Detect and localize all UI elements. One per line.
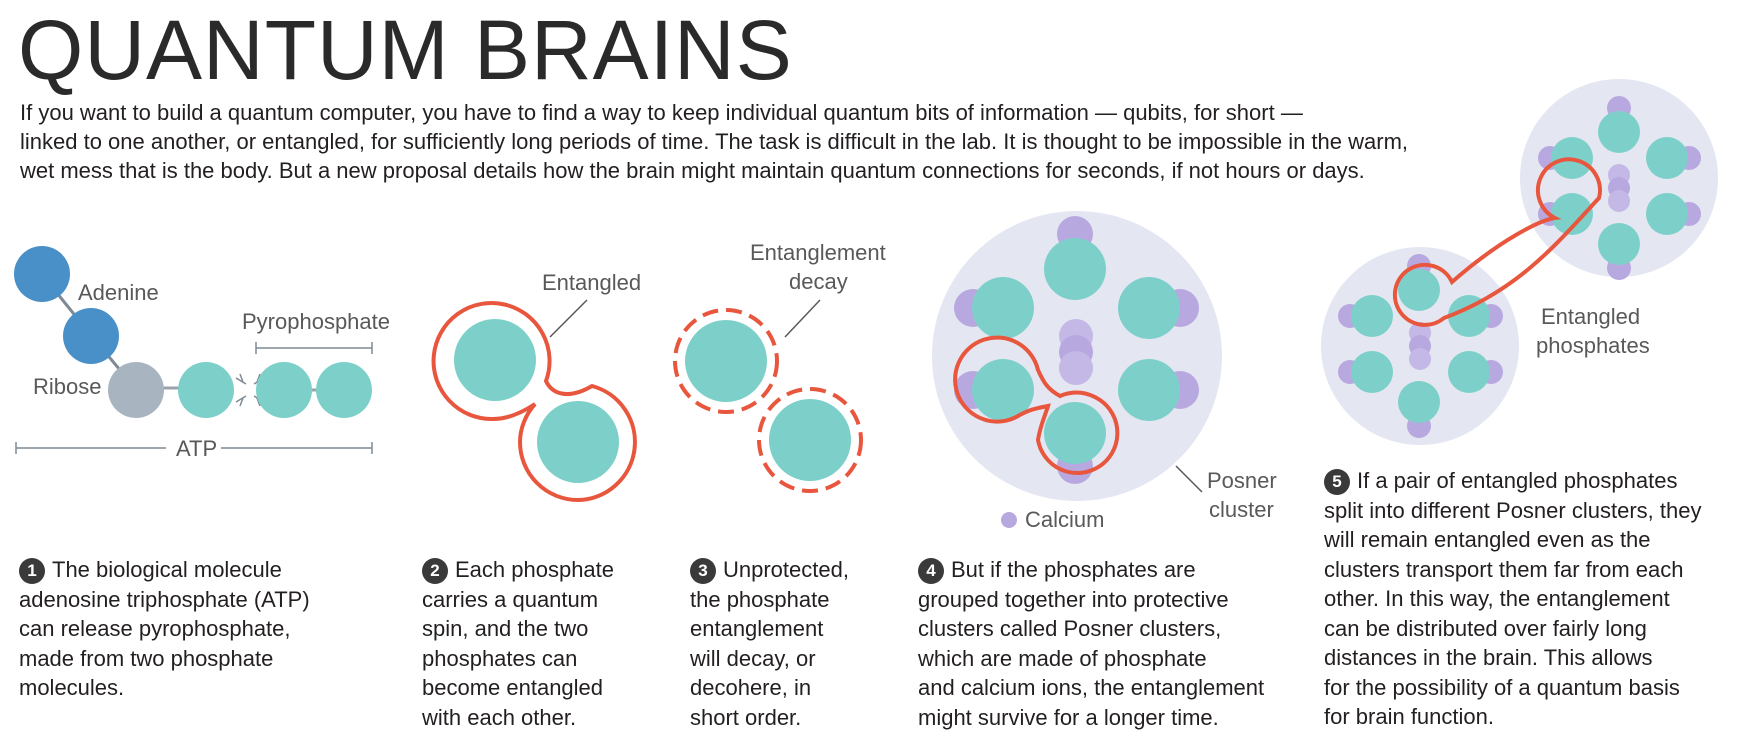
step-number-badge: 2 xyxy=(422,558,448,584)
step-number-badge: 1 xyxy=(19,558,45,584)
entangled-phosphates-label-line-2: phosphates xyxy=(1536,333,1650,358)
calcium-legend-dot xyxy=(1001,512,1017,528)
step-5-caption: 5 If a pair of entangled phosphates split… xyxy=(1324,468,1702,729)
decay-label-line-1: Entanglement xyxy=(750,240,886,265)
entangled-label: Entangled xyxy=(542,270,642,295)
calcium-label: Calcium xyxy=(1025,507,1105,532)
step-number-badge: 3 xyxy=(690,558,716,584)
intro-line: linked to one another, or entangled, for… xyxy=(20,129,1409,154)
step-1-caption: 1 The biological molecule adenosine triph… xyxy=(19,557,310,700)
entangled-pair xyxy=(431,299,637,503)
pyrophosphate-label: Pyrophosphate xyxy=(242,309,390,334)
phosphate-alpha xyxy=(178,362,234,418)
posner-label-line-2: cluster xyxy=(1209,497,1274,522)
step-4-caption: 4 But if the phosphates are grouped toget… xyxy=(918,557,1265,730)
adenine-label: Adenine xyxy=(78,280,159,305)
posner-label-line-1: Posner xyxy=(1207,468,1277,493)
long-range-entanglement-loop xyxy=(1392,157,1602,327)
intro-line: If you want to build a quantum computer,… xyxy=(20,100,1303,125)
step-2-caption: 2 Each phosphate carries a quantum spin, … xyxy=(422,557,615,730)
decay-label-line-2: decay xyxy=(789,269,848,294)
ribose-sugar xyxy=(108,362,164,418)
page-title: QUANTUM BRAINS xyxy=(18,3,793,97)
intro-line: wet mess that is the body. But a new pro… xyxy=(20,158,1365,183)
step-number-badge: 4 xyxy=(918,558,944,584)
entangled-phosphates-label-line-1: Entangled xyxy=(1541,304,1641,329)
atp-label: ATP xyxy=(172,434,222,463)
step-3-caption: 3 Unprotected, the phosphate entanglement… xyxy=(690,557,849,730)
ribose-label: Ribose xyxy=(33,374,102,399)
step-number-badge: 5 xyxy=(1324,469,1350,495)
adenine-ring-1 xyxy=(14,246,70,302)
posner-cluster-left xyxy=(1321,247,1519,445)
adenine-ring-2 xyxy=(63,308,119,364)
decaying-pair xyxy=(673,299,863,493)
phosphate-gamma xyxy=(316,362,372,418)
intro-paragraph: If you want to build a quantum computer,… xyxy=(20,98,1520,185)
phosphate-beta xyxy=(256,362,312,418)
posner-cluster xyxy=(932,211,1222,528)
atp-molecule xyxy=(14,246,373,454)
